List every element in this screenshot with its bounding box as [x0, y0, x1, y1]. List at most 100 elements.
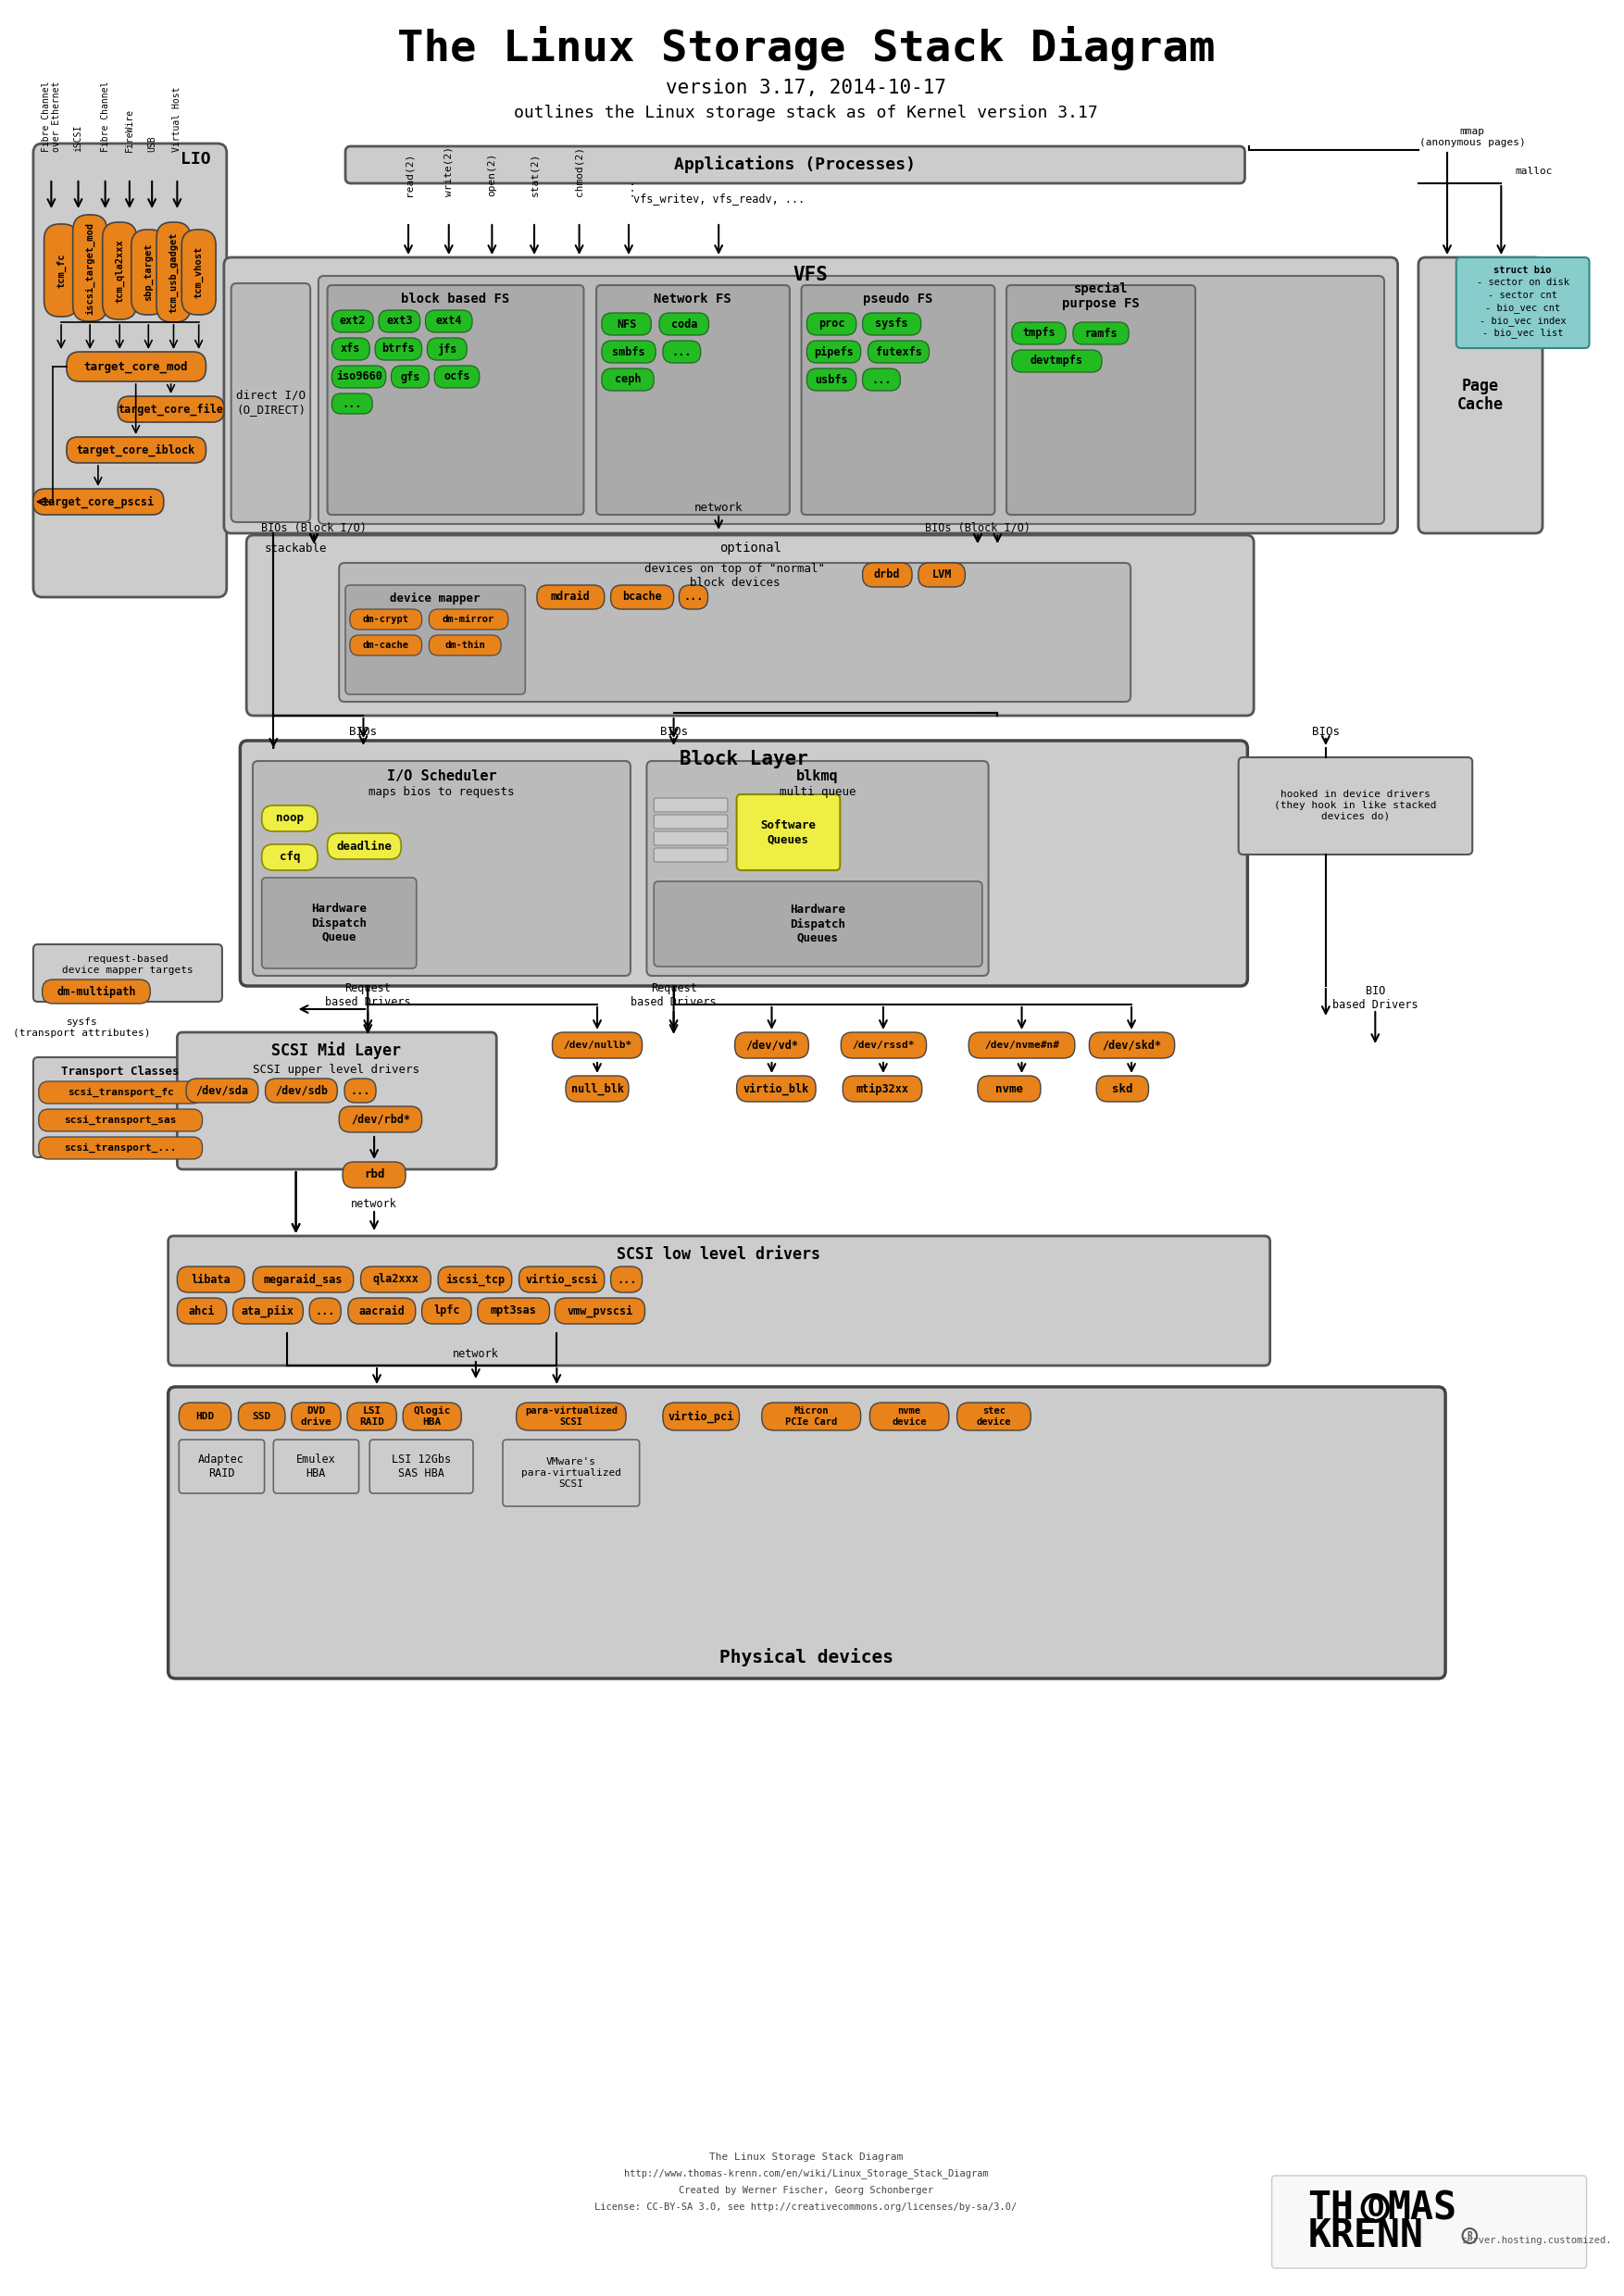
FancyBboxPatch shape [348, 1403, 396, 1430]
FancyBboxPatch shape [156, 223, 190, 321]
FancyBboxPatch shape [42, 980, 149, 1003]
FancyBboxPatch shape [807, 312, 856, 335]
FancyBboxPatch shape [978, 1077, 1041, 1102]
Text: usbfs: usbfs [815, 374, 848, 386]
FancyBboxPatch shape [261, 877, 416, 969]
FancyBboxPatch shape [654, 882, 983, 967]
FancyBboxPatch shape [187, 1079, 258, 1102]
FancyBboxPatch shape [169, 1387, 1445, 1678]
Text: USB: USB [148, 135, 156, 152]
FancyBboxPatch shape [438, 1267, 512, 1293]
FancyBboxPatch shape [182, 230, 216, 315]
Text: BIOs: BIOs [1312, 726, 1340, 737]
Text: coda: coda [671, 319, 697, 331]
FancyBboxPatch shape [841, 1033, 926, 1058]
Text: Qlogic
HBA: Qlogic HBA [414, 1407, 451, 1426]
Text: I/O Scheduler: I/O Scheduler [387, 769, 497, 783]
FancyBboxPatch shape [1457, 257, 1590, 349]
Text: btrfs: btrfs [382, 342, 416, 356]
Text: virtio_scsi: virtio_scsi [526, 1274, 598, 1286]
Text: KRENN: KRENN [1309, 2216, 1424, 2255]
FancyBboxPatch shape [349, 608, 422, 629]
Text: /dev/vd*: /dev/vd* [745, 1040, 797, 1052]
Text: - bio_vec cnt: - bio_vec cnt [1484, 303, 1561, 312]
FancyBboxPatch shape [361, 1267, 430, 1293]
FancyBboxPatch shape [403, 1403, 461, 1430]
Text: Network FS: Network FS [654, 292, 731, 305]
FancyBboxPatch shape [344, 1079, 377, 1102]
Text: multi queue: multi queue [780, 788, 856, 799]
Text: rbd: rbd [364, 1169, 385, 1180]
Text: dm-crypt: dm-crypt [362, 615, 409, 625]
Text: TH: TH [1307, 2188, 1353, 2227]
Text: ext4: ext4 [435, 315, 461, 328]
Text: Software
Queues: Software Queues [760, 820, 815, 845]
Text: iscsi_tcp: iscsi_tcp [445, 1274, 505, 1286]
FancyBboxPatch shape [32, 1056, 208, 1157]
FancyBboxPatch shape [39, 1137, 203, 1159]
Text: vmw_pvscsi: vmw_pvscsi [567, 1304, 633, 1318]
Text: Block Layer: Block Layer [679, 751, 809, 769]
Text: /dev/nullb*: /dev/nullb* [564, 1040, 632, 1049]
Text: Hardware
Dispatch
Queues: Hardware Dispatch Queues [789, 905, 846, 944]
Text: nvme: nvme [996, 1084, 1023, 1095]
FancyBboxPatch shape [253, 760, 630, 976]
Text: ext3: ext3 [387, 315, 412, 328]
FancyBboxPatch shape [177, 1297, 227, 1325]
FancyBboxPatch shape [918, 563, 965, 588]
Text: - sector on disk: - sector on disk [1476, 278, 1569, 287]
Text: ata_piix: ata_piix [242, 1304, 294, 1318]
FancyBboxPatch shape [119, 397, 224, 422]
Text: scsi_transport_fc: scsi_transport_fc [67, 1088, 174, 1097]
FancyBboxPatch shape [169, 1235, 1270, 1366]
Text: chmod(2): chmod(2) [575, 147, 585, 195]
Text: aacraid: aacraid [359, 1304, 404, 1318]
Text: stec
device: stec device [976, 1407, 1012, 1426]
FancyBboxPatch shape [1090, 1033, 1174, 1058]
FancyBboxPatch shape [429, 636, 500, 654]
FancyBboxPatch shape [603, 340, 656, 363]
Text: ceph: ceph [614, 374, 641, 386]
Text: ext2: ext2 [339, 315, 365, 328]
FancyBboxPatch shape [957, 1403, 1031, 1430]
Text: open(2): open(2) [487, 152, 497, 195]
FancyBboxPatch shape [39, 1081, 203, 1104]
Text: The Linux Storage Stack Diagram: The Linux Storage Stack Diagram [710, 2154, 903, 2163]
FancyBboxPatch shape [807, 367, 856, 390]
Text: FireWire: FireWire [125, 108, 135, 152]
Text: outlines the Linux storage stack as of Kernel version 3.17: outlines the Linux storage stack as of K… [513, 106, 1098, 122]
FancyBboxPatch shape [734, 1033, 809, 1058]
Text: devtmpfs: devtmpfs [1031, 356, 1083, 367]
FancyBboxPatch shape [538, 585, 604, 608]
Text: scsi_transport_...: scsi_transport_... [65, 1143, 177, 1153]
Text: gfs: gfs [400, 370, 421, 383]
Text: lpfc: lpfc [434, 1304, 460, 1318]
FancyBboxPatch shape [348, 1297, 416, 1325]
FancyBboxPatch shape [663, 1403, 739, 1430]
Text: LSI
RAID: LSI RAID [359, 1407, 385, 1426]
Text: noop: noop [276, 813, 304, 824]
Text: megaraid_sas: megaraid_sas [263, 1274, 343, 1286]
Text: mmap
(anonymous pages): mmap (anonymous pages) [1419, 126, 1525, 147]
Text: network: network [453, 1348, 499, 1359]
Text: VFS: VFS [793, 266, 828, 285]
Text: deadline: deadline [336, 840, 391, 852]
FancyBboxPatch shape [67, 351, 206, 381]
Text: Request
based Drivers: Request based Drivers [630, 983, 716, 1008]
Text: target_core_iblock: target_core_iblock [76, 443, 195, 457]
FancyBboxPatch shape [611, 1267, 641, 1293]
Text: mdraid: mdraid [551, 590, 590, 604]
FancyBboxPatch shape [291, 1403, 341, 1430]
FancyBboxPatch shape [654, 815, 728, 829]
FancyBboxPatch shape [737, 794, 840, 870]
Text: /dev/sdb: /dev/sdb [274, 1084, 328, 1097]
Text: ramfs: ramfs [1085, 328, 1117, 340]
Text: pipefs: pipefs [814, 347, 854, 358]
FancyBboxPatch shape [477, 1297, 549, 1325]
Text: device mapper: device mapper [390, 592, 481, 604]
Text: target_core_pscsi: target_core_pscsi [42, 496, 154, 507]
Text: The Linux Storage Stack Diagram: The Linux Storage Stack Diagram [396, 25, 1215, 71]
FancyBboxPatch shape [1272, 2177, 1587, 2268]
Text: version 3.17, 2014-10-17: version 3.17, 2014-10-17 [666, 78, 947, 96]
Text: sysfs
(transport attributes): sysfs (transport attributes) [13, 1017, 151, 1038]
